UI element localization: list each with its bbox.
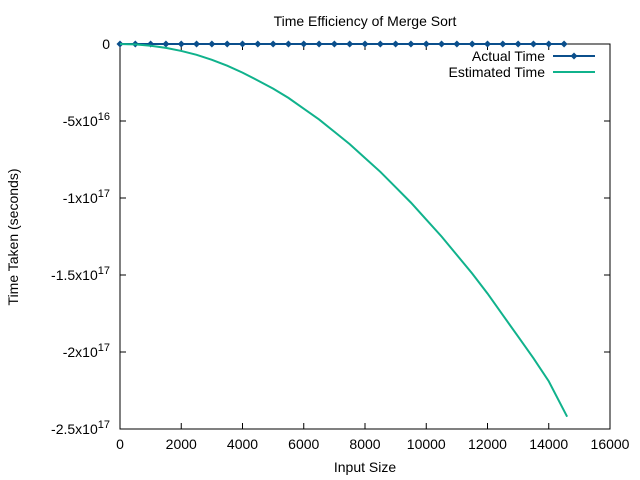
series-layer	[116, 40, 569, 418]
actual-time-point	[438, 40, 446, 48]
x-tick-label: 4000	[227, 436, 258, 452]
y-tick-label: -2x1017	[63, 342, 110, 360]
plot-frame	[119, 43, 611, 430]
actual-time-point	[193, 40, 201, 48]
actual-time-point	[545, 40, 553, 48]
x-axis-ticks: 0 2000 4000 6000 8000 10000 12000 14000 16000	[116, 44, 630, 452]
y-tick-label: 0	[102, 36, 110, 52]
x-tick-label: 10000	[407, 436, 446, 452]
x-tick-label: 2000	[166, 436, 197, 452]
actual-time-point	[300, 40, 308, 48]
actual-time-point	[269, 40, 277, 48]
legend-label-estimated-time: Estimated Time	[449, 64, 546, 80]
actual-time-point	[177, 40, 185, 48]
actual-time-point	[330, 40, 338, 48]
y-axis-label: Time Taken (seconds)	[5, 169, 21, 306]
actual-time-point	[499, 40, 507, 48]
actual-time-point	[223, 40, 231, 48]
legend-marker-actual-time	[570, 52, 578, 60]
actual-time-point	[468, 40, 476, 48]
x-tick-label: 14000	[529, 436, 568, 452]
x-tick-label: 6000	[288, 436, 319, 452]
y-tick-label: -1x1017	[63, 188, 110, 206]
x-axis-label: Input Size	[334, 459, 396, 475]
x-tick-label: 0	[116, 436, 124, 452]
estimated-time-line	[119, 43, 569, 418]
y-axis-ticks: 0 -5x1016 -1x1017 -1.5x1017 -2x1017 -2.5x1017	[51, 36, 610, 437]
actual-time-point	[376, 40, 384, 48]
y-tick-label: -2.5x1017	[51, 419, 110, 437]
actual-time-point	[239, 40, 246, 48]
actual-time-point	[361, 40, 369, 48]
actual-time-point	[315, 40, 323, 48]
actual-time-point	[453, 40, 461, 48]
x-tick-label: 8000	[349, 436, 380, 452]
x-tick-label: 16000	[591, 436, 630, 452]
actual-time-point	[514, 40, 522, 48]
y-tick-label: -1.5x1017	[51, 265, 110, 283]
actual-time-point	[529, 40, 537, 48]
actual-time-point	[254, 40, 262, 48]
actual-time-point	[346, 40, 354, 48]
y-tick-label: -5x1016	[63, 111, 110, 129]
actual-time-point	[392, 40, 400, 48]
actual-time-point	[208, 40, 216, 48]
actual-time-point	[407, 40, 415, 48]
actual-time-point	[422, 40, 430, 48]
legend-label-actual-time: Actual Time	[472, 48, 545, 64]
actual-time-point	[284, 40, 292, 48]
chart-title: Time Efficiency of Merge Sort	[274, 13, 457, 29]
actual-time-point	[484, 40, 491, 48]
actual-time-point	[162, 40, 170, 48]
actual-time-point	[560, 40, 568, 48]
x-tick-label: 12000	[468, 436, 507, 452]
